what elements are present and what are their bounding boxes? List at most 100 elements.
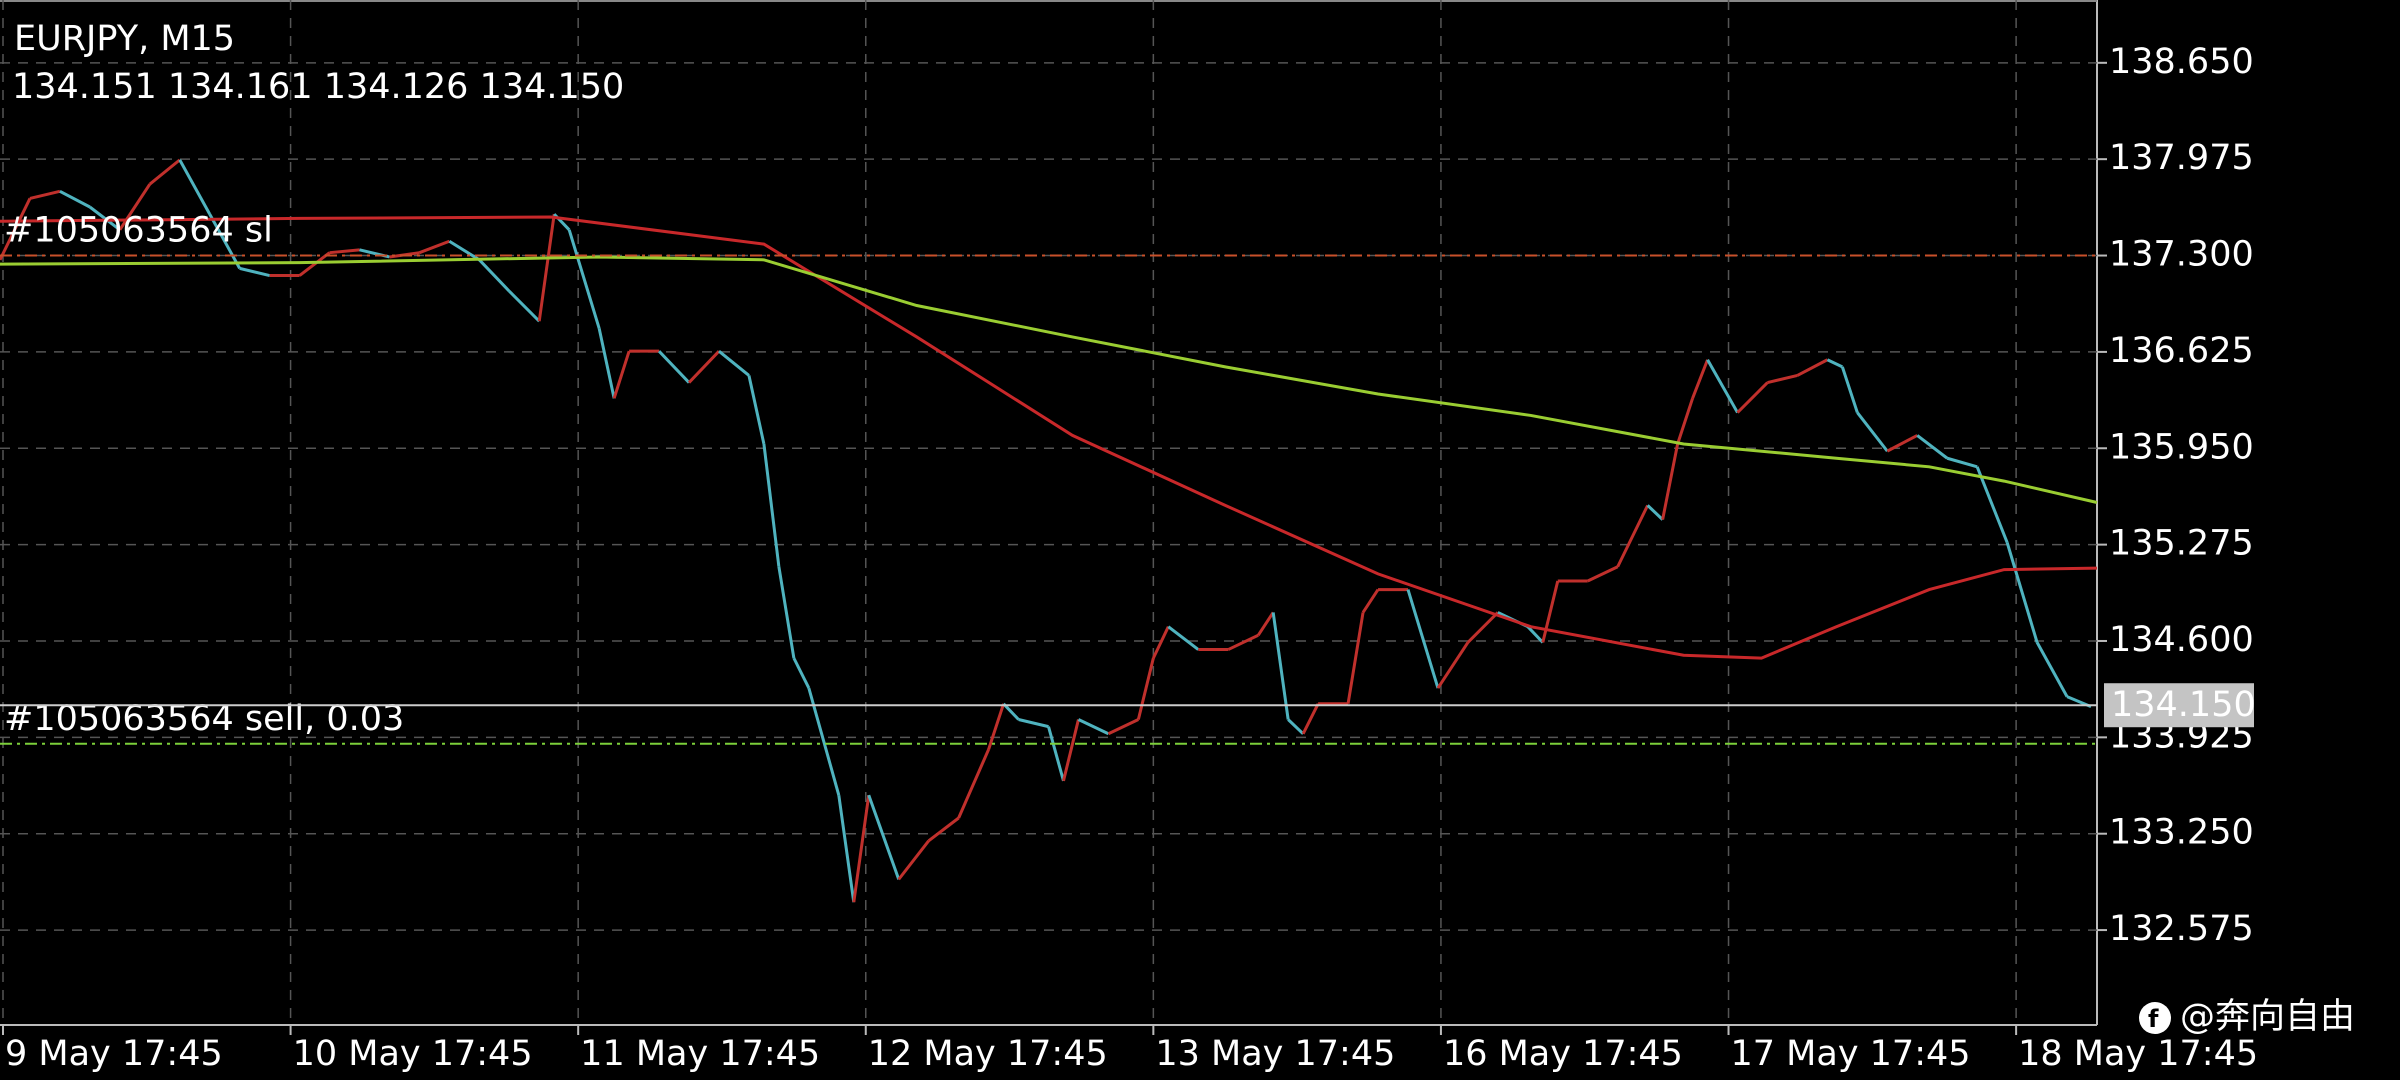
price-segment — [448, 239, 481, 262]
x-tick-label: 12 May 17:45 — [868, 1034, 1108, 1074]
price-segment — [837, 794, 856, 903]
price-segment — [1886, 434, 1918, 453]
price-segment — [718, 350, 750, 377]
price-segment — [29, 189, 61, 200]
y-tick-label: 133.250 — [2109, 813, 2254, 853]
price-segment — [1691, 359, 1709, 399]
price-segment — [1587, 565, 1619, 583]
price-segment — [957, 748, 990, 819]
price-segment — [0, 197, 32, 261]
price-segment — [1706, 359, 1739, 414]
price-segment — [148, 158, 181, 186]
price-segment — [927, 816, 960, 843]
price-segment — [1256, 611, 1275, 637]
price-segment — [777, 566, 796, 659]
moving-average — [0, 215, 2098, 660]
price-segment — [508, 290, 541, 323]
price-segment — [1526, 625, 1544, 644]
price-segment — [1616, 504, 1649, 568]
price-segment — [1227, 633, 1259, 651]
price-segment — [1541, 580, 1560, 643]
price-segment — [1047, 726, 1065, 782]
price-segment — [1676, 397, 1695, 445]
price-segment — [1466, 611, 1499, 644]
price-segment — [1826, 358, 1844, 369]
x-tick-label: 9 May 17:45 — [5, 1034, 223, 1074]
price-segment — [418, 239, 450, 255]
x-tick-label: 16 May 17:45 — [1443, 1034, 1683, 1074]
current-price-box — [2104, 683, 2254, 728]
price-segment — [88, 205, 121, 232]
y-tick-label: 135.950 — [2109, 427, 2254, 467]
price-segment — [762, 443, 781, 567]
price-segment — [1062, 719, 1080, 782]
price-segment — [1077, 718, 1110, 736]
price-segment — [597, 328, 616, 399]
price-segment — [612, 350, 631, 399]
price-segment — [1646, 504, 1664, 521]
y-tick-label: 137.300 — [2109, 235, 2254, 275]
price-segment — [2035, 641, 2069, 698]
price-segment — [897, 839, 930, 881]
price-segment — [1946, 456, 1978, 469]
price-segment — [1736, 381, 1769, 414]
price-segment — [1856, 411, 1889, 453]
price-segment — [807, 687, 841, 796]
price-segment — [1975, 466, 2009, 544]
price-segment — [298, 251, 331, 277]
y-tick-label: 136.625 — [2109, 331, 2254, 371]
price-segment — [852, 794, 871, 903]
price-segment — [567, 229, 601, 329]
price-segment — [118, 183, 152, 231]
moving-average — [0, 255, 2098, 504]
price-segment — [1436, 641, 1470, 689]
price-segment — [537, 213, 556, 322]
x-tick-label: 17 May 17:45 — [1731, 1034, 1971, 1074]
y-tick-label: 138.650 — [2109, 42, 2254, 82]
price-segment — [987, 703, 1005, 750]
x-tick-label: 10 May 17:45 — [293, 1034, 533, 1074]
watermark-icon — [2139, 1002, 2171, 1034]
price-segment — [747, 375, 766, 445]
price-segment — [1002, 702, 1020, 721]
price-segment — [1916, 434, 1949, 460]
price-segment — [1301, 703, 1320, 735]
price-segment — [329, 248, 360, 255]
price-segment — [1661, 443, 1680, 520]
price-segment — [867, 794, 901, 880]
price-segment — [59, 189, 91, 209]
x-tick-label: 11 May 17:45 — [580, 1034, 820, 1074]
y-tick-label: 134.600 — [2109, 620, 2254, 660]
chart-title: EURJPY, M15 — [14, 19, 235, 59]
y-tick-label: 135.275 — [2109, 524, 2254, 564]
price-segment — [1796, 358, 1829, 377]
price-segment — [1151, 626, 1170, 659]
price-segment — [1107, 718, 1140, 736]
price-segment — [1287, 718, 1305, 735]
ohlc: 134.151 134.161 134.126 134.150 — [12, 67, 624, 107]
price-segment — [478, 258, 511, 293]
price-segment — [239, 266, 270, 277]
price-segment — [657, 350, 691, 384]
x-tick-label: 13 May 17:45 — [1155, 1034, 1395, 1074]
plot: 138.650 137.975 137.300 136.625 135.950 135.2… — [0, 0, 2258, 1074]
price-segment — [1018, 718, 1049, 729]
price-segment — [1346, 612, 1365, 705]
current-price-label: 134.150 — [2111, 685, 2256, 725]
price-segment — [1271, 612, 1290, 720]
price-segment — [178, 159, 212, 215]
price-segment — [1136, 657, 1155, 720]
watermark-icon-glyph: f — [2148, 1005, 2159, 1033]
price-segment — [1406, 589, 1440, 689]
y-tick-label: 132.575 — [2109, 909, 2254, 949]
order-label: #105063564 sl — [4, 211, 273, 251]
price-segment — [1767, 373, 1798, 385]
price-segment — [1167, 625, 1200, 651]
price-segment — [208, 213, 241, 270]
price-segment — [1361, 588, 1380, 614]
price-segment — [2005, 542, 2039, 643]
x-tick-label: 18 May 17:45 — [2018, 1034, 2258, 1074]
price-segment — [687, 350, 721, 384]
watermark: @奔向自由 — [2180, 997, 2355, 1037]
